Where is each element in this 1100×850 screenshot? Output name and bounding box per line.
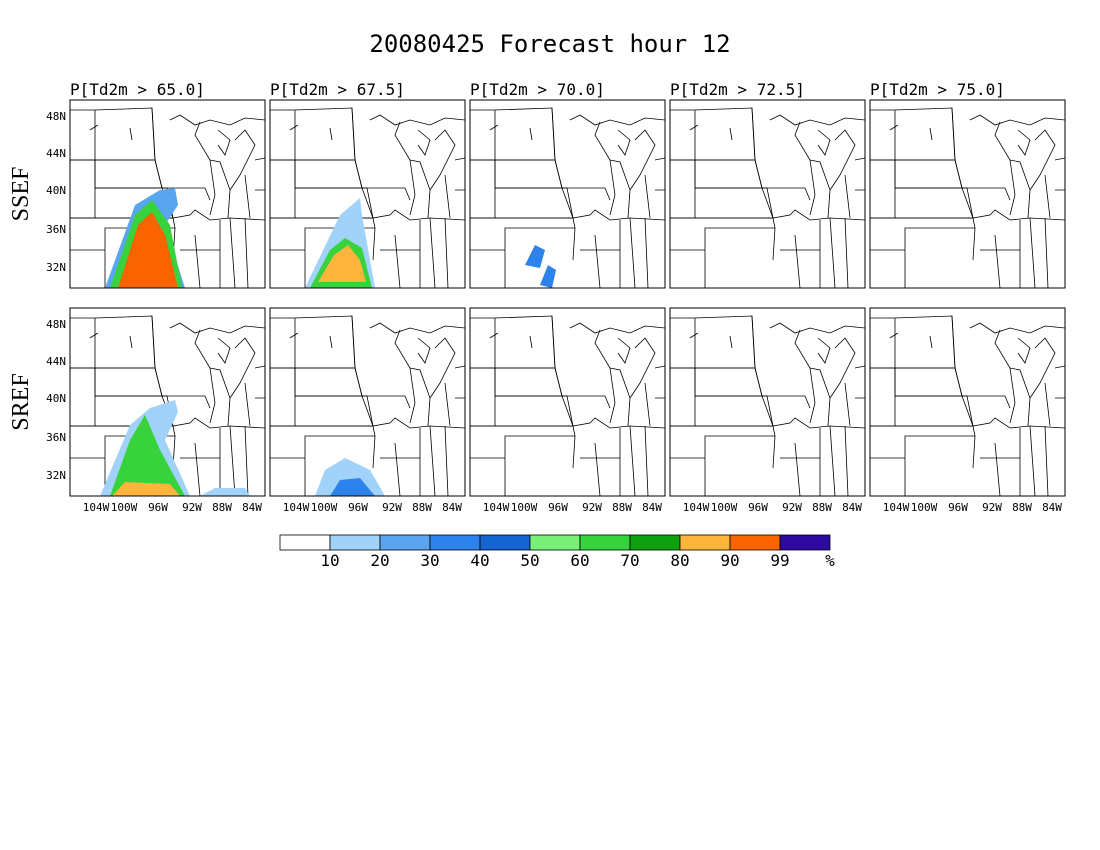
lon-label: 104W <box>283 501 310 514</box>
lon-label: 88W <box>412 501 432 514</box>
shading <box>200 488 250 496</box>
colorbar-box <box>279 534 331 551</box>
colorbar-label: % <box>825 551 835 570</box>
basemap <box>470 315 665 496</box>
lon-label: 92W <box>382 501 402 514</box>
colorbar-box <box>329 534 381 551</box>
lon-label: 88W <box>212 501 232 514</box>
lat-label: 36N <box>46 223 66 236</box>
colorbar-box <box>479 534 531 551</box>
lon-label: 84W <box>442 501 462 514</box>
colorbar-label: 90 <box>720 551 739 570</box>
colorbar-label: 70 <box>620 551 639 570</box>
lon-label: 84W <box>642 501 662 514</box>
lon-label: 96W <box>148 501 168 514</box>
shading <box>525 245 545 268</box>
lon-label: 84W <box>242 501 262 514</box>
lat-label: 32N <box>46 469 66 482</box>
panel-title: P[Td2m > 67.5] <box>270 80 405 99</box>
panel-grid: SSEF 48N 44N 40N 36N 32N P[Td2m > 65.0] P[Td2m … <box>8 80 1065 514</box>
panel-frame <box>469 307 666 497</box>
lat-label: 48N <box>46 318 66 331</box>
colorbar-label: 80 <box>670 551 689 570</box>
lon-label: 92W <box>982 501 1002 514</box>
colorbar-box <box>679 534 731 551</box>
colorbar-box <box>529 534 581 551</box>
shading <box>110 415 185 496</box>
colorbar-box <box>579 534 631 551</box>
basemap <box>670 315 865 496</box>
basemap <box>870 315 1065 496</box>
lon-label: 100W <box>911 501 938 514</box>
lon-label: 88W <box>612 501 632 514</box>
colorbar-box <box>629 534 681 551</box>
colorbar-box <box>779 534 831 551</box>
lon-label: 104W <box>883 501 910 514</box>
shading <box>112 482 180 496</box>
figure-title: 20080425 Forecast hour 12 <box>369 30 730 58</box>
panel-title: P[Td2m > 75.0] <box>870 80 1005 99</box>
colorbar-label: 30 <box>420 551 439 570</box>
panel-frame <box>269 307 466 497</box>
lon-label: 96W <box>348 501 368 514</box>
panel-frame <box>869 307 1066 497</box>
shading <box>318 245 366 282</box>
lon-label: 96W <box>948 501 968 514</box>
panel-frame <box>69 307 266 497</box>
lon-label: 104W <box>83 501 110 514</box>
lat-label: 40N <box>46 392 66 405</box>
panel-frame <box>669 99 866 289</box>
panel-title: P[Td2m > 65.0] <box>70 80 205 99</box>
lon-label: 88W <box>812 501 832 514</box>
row-label: SSEF <box>8 167 34 222</box>
lon-label: 104W <box>483 501 510 514</box>
panel-title: P[Td2m > 70.0] <box>470 80 605 99</box>
shading <box>315 458 385 496</box>
panel-frame <box>669 307 866 497</box>
colorbar-label: 40 <box>470 551 489 570</box>
colorbar-box <box>729 534 781 551</box>
lon-label: 96W <box>548 501 568 514</box>
colorbar-label: 99 <box>770 551 789 570</box>
lat-label: 36N <box>46 431 66 444</box>
basemap <box>670 107 865 288</box>
lon-label: 104W <box>683 501 710 514</box>
panel-frame <box>869 99 1066 289</box>
basemap <box>870 107 1065 288</box>
basemap <box>470 107 665 288</box>
panel-frame <box>469 99 666 289</box>
lon-label: 100W <box>311 501 338 514</box>
lon-label: 96W <box>748 501 768 514</box>
lon-label: 100W <box>711 501 738 514</box>
colorbar-label: 20 <box>370 551 389 570</box>
colorbar-label: 60 <box>570 551 589 570</box>
shading <box>540 265 556 288</box>
lon-label: 92W <box>582 501 602 514</box>
row-label: SREF <box>8 373 34 430</box>
panel-title: P[Td2m > 72.5] <box>670 80 805 99</box>
lon-label: 100W <box>111 501 138 514</box>
lat-label: 32N <box>46 261 66 274</box>
colorbar-box <box>379 534 431 551</box>
lon-label: 100W <box>511 501 538 514</box>
lat-label: 44N <box>46 147 66 160</box>
lon-label: 84W <box>842 501 862 514</box>
colorbar: 10 20 30 40 50 60 70 80 90 99% <box>279 534 835 570</box>
lat-label: 48N <box>46 110 66 123</box>
panel-frame <box>269 99 466 289</box>
lon-label: 84W <box>1042 501 1062 514</box>
colorbar-label: 10 <box>320 551 339 570</box>
panel-frame <box>69 99 266 289</box>
lon-label: 92W <box>182 501 202 514</box>
lat-label: 40N <box>46 184 66 197</box>
colorbar-box <box>429 534 481 551</box>
probability-shading <box>100 188 556 496</box>
shading <box>330 478 375 496</box>
lon-label: 88W <box>1012 501 1032 514</box>
lon-label: 92W <box>782 501 802 514</box>
colorbar-label: 50 <box>520 551 539 570</box>
lat-label: 44N <box>46 355 66 368</box>
shading <box>118 212 178 288</box>
